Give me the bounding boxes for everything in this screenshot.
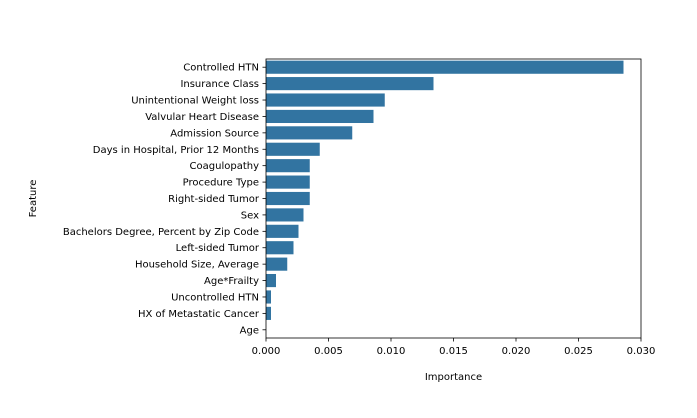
bar [266, 77, 434, 91]
y-tick-label: Unintentional Weight loss [131, 96, 259, 107]
y-axis-label: Feature [28, 180, 39, 218]
y-tick-label: Controlled HTN [183, 63, 259, 74]
y-tick-label: Age*Frailty [204, 276, 259, 287]
bar [266, 241, 294, 255]
x-tick-label: 0.025 [564, 346, 593, 357]
x-tick-label: 0.010 [377, 346, 406, 357]
y-tick-label: Sex [241, 210, 259, 221]
bar [266, 175, 310, 189]
x-tick-label: 0.030 [627, 346, 656, 357]
bar [266, 290, 271, 304]
y-tick-label: Age [240, 325, 259, 336]
x-tick-label: 0.020 [502, 346, 531, 357]
bar [266, 60, 624, 74]
y-tick-label: Bachelors Degree, Percent by Zip Code [63, 227, 259, 238]
bar [266, 273, 276, 288]
bar [266, 93, 385, 107]
y-tick-label: HX of Metastatic Cancer [138, 309, 260, 320]
y-axis-ticks: Controlled HTN Insurance Class Unintention… [63, 63, 266, 336]
plot-frame [265, 58, 642, 339]
y-tick-label: Admission Source [170, 128, 259, 139]
x-axis-label: Importance [425, 372, 482, 383]
y-tick-label: Insurance Class [180, 79, 259, 90]
y-tick-label: Days in Hospital, Prior 12 Months [93, 145, 259, 156]
y-tick-label: Left-sided Tumor [176, 243, 260, 254]
y-tick-label: Household Size, Average [135, 260, 259, 271]
y-tick-label: Procedure Type [183, 178, 259, 189]
bar [266, 159, 310, 173]
y-tick-label: Right-sided Tumor [168, 194, 260, 205]
y-tick-label: Coagulopathy [190, 161, 260, 172]
bar [266, 109, 374, 124]
y-tick-label: Valvular Heart Disease [145, 112, 259, 123]
bar [266, 142, 320, 156]
x-tick-label: 0.000 [252, 346, 281, 357]
x-tick-label: 0.015 [439, 346, 468, 357]
bar [266, 257, 288, 271]
bar [266, 208, 304, 222]
x-axis-ticks: 0.000 0.005 0.010 0.015 0.020 0.025 0.030 [252, 338, 656, 357]
bar [266, 224, 299, 238]
bar [266, 306, 271, 320]
bar [266, 191, 310, 206]
x-tick-label: 0.005 [314, 346, 343, 357]
bars-group [266, 60, 624, 320]
bar [266, 126, 353, 140]
y-tick-label: Uncontrolled HTN [171, 292, 259, 303]
